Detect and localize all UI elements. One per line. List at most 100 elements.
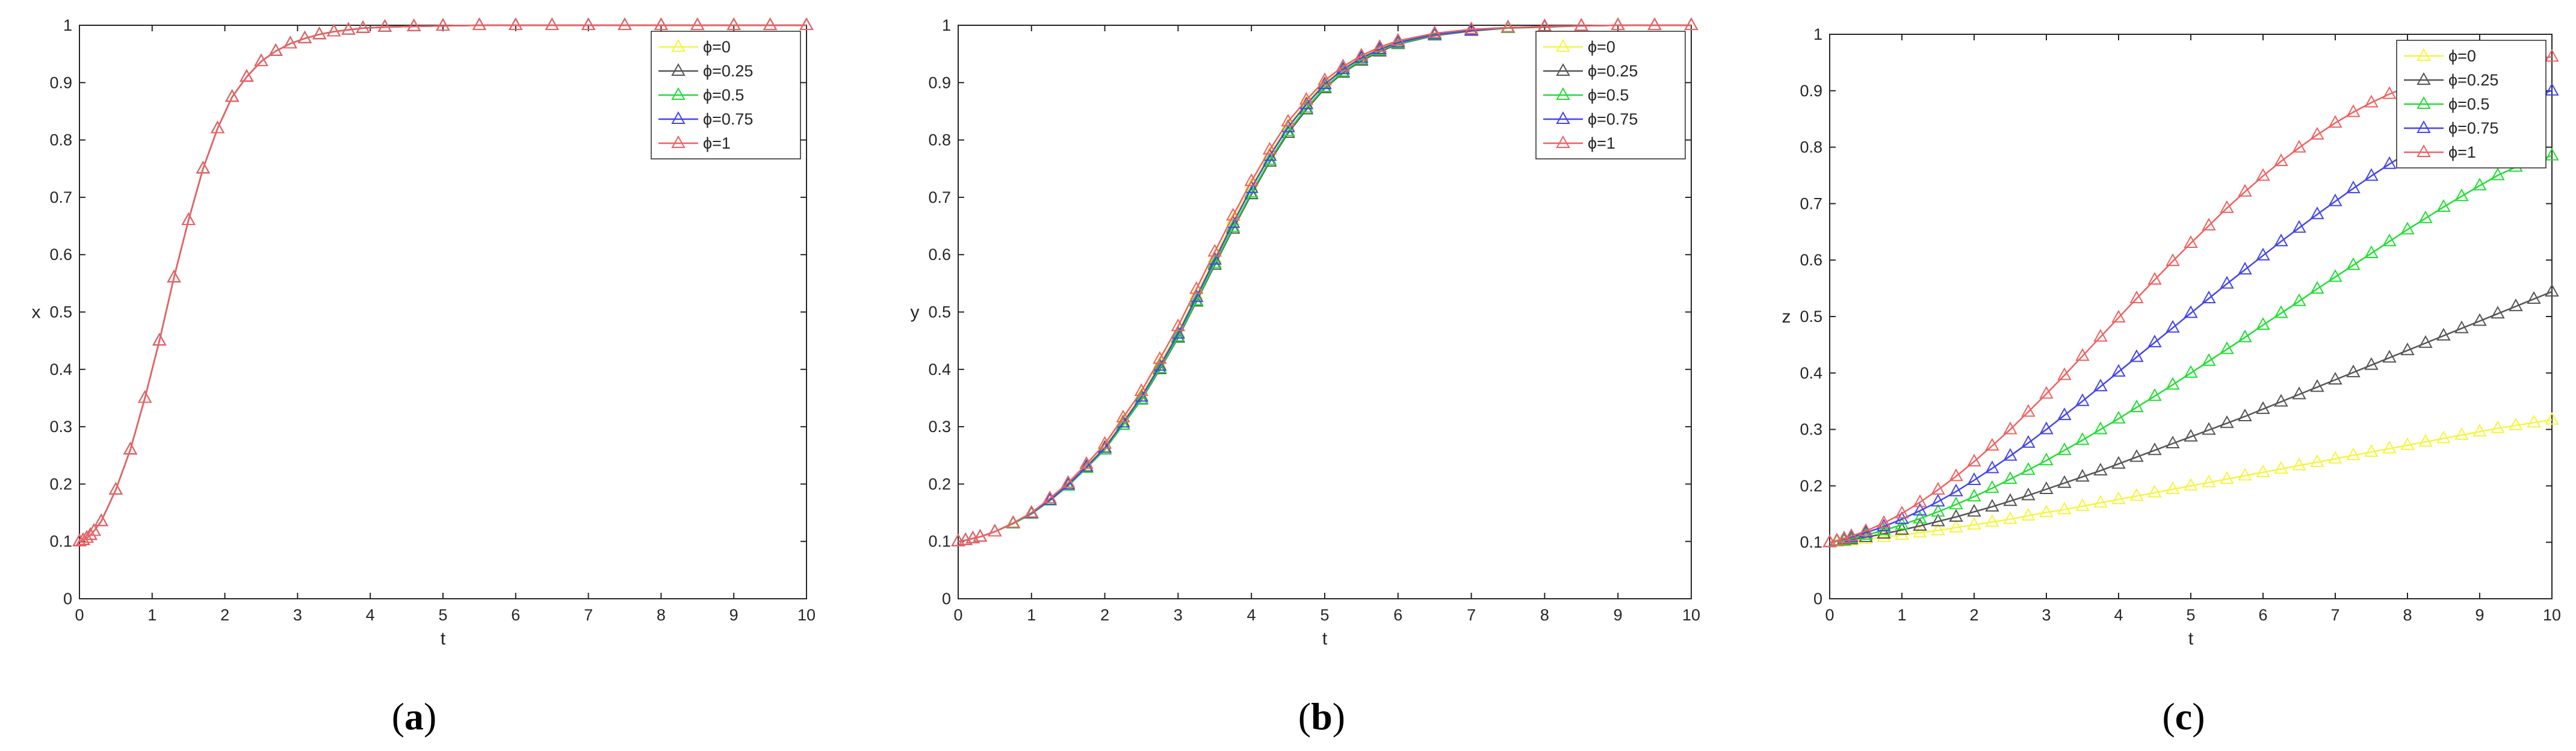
data-point-marker: [2436, 199, 2451, 212]
panel-caption: (b): [1298, 695, 1345, 738]
data-point-marker: [1262, 146, 1277, 159]
x-tick-label: 4: [1247, 606, 1256, 624]
legend-marker: [1556, 63, 1570, 76]
data-point-marker: [2184, 305, 2198, 318]
data-point-marker: [283, 36, 298, 49]
legend-entry: ϕ=0.25: [1543, 62, 1638, 80]
data-point-marker: [2202, 474, 2216, 487]
data-point-marker: [2364, 245, 2379, 258]
data-point-marker: [1354, 52, 1369, 65]
data-point-marker: [1574, 17, 1588, 31]
data-point-marker: [1967, 504, 1981, 517]
data-point-marker: [654, 17, 669, 30]
y-axis-label: y: [911, 303, 920, 323]
y-tick-label: 0: [942, 590, 951, 608]
data-point-marker: [2292, 457, 2306, 471]
data-point-marker: [2491, 420, 2505, 433]
data-point-marker: [2382, 233, 2397, 247]
x-tick-label: 7: [1467, 606, 1476, 624]
legend-entry: ϕ=0: [2404, 47, 2476, 65]
data-point-marker: [2346, 364, 2361, 377]
data-point-marker: [2310, 379, 2324, 392]
y-tick-label: 0.1: [49, 533, 72, 551]
data-point-marker: [1913, 525, 1927, 538]
x-tick-label: 5: [438, 606, 447, 624]
chart-panel-a: 0 1 2 3 4 5 6 7 8 9 10 0 0.1 0.2 0.3 0.4 0.5 0.6 0.7 0.8 0.9…: [32, 16, 816, 738]
data-point-marker: [2202, 290, 2216, 303]
data-point-marker: [2274, 305, 2288, 318]
data-point-marker: [690, 17, 705, 30]
data-point-marker: [2491, 306, 2505, 319]
x-axis-label: t: [1322, 629, 1328, 649]
data-point-marker: [2382, 350, 2397, 363]
data-point-marker: [472, 17, 487, 30]
y-tick-label: 0.8: [1800, 138, 1822, 156]
data-point-marker: [2075, 498, 2090, 511]
data-point-marker: [1949, 519, 1963, 533]
y-tick-label: 0.9: [1800, 82, 1822, 100]
data-point-marker: [2454, 427, 2469, 440]
data-point-marker: [2057, 442, 2072, 456]
y-tick-label: 0.8: [49, 131, 72, 149]
data-point-marker: [1189, 292, 1204, 306]
data-point-marker: [618, 17, 632, 30]
data-point-marker: [1647, 17, 1662, 30]
x-tick-label: 2: [1100, 606, 1109, 624]
y-tick-label: 1: [63, 16, 72, 34]
data-point-marker: [2147, 388, 2162, 401]
panel-caption-letter: c: [2175, 695, 2192, 738]
data-point-marker: [2292, 220, 2306, 233]
data-point-marker: [2274, 461, 2288, 474]
data-point-marker: [1354, 48, 1369, 61]
x-tick-label: 10: [1682, 606, 1700, 624]
data-point-marker: [2220, 341, 2234, 354]
data-point-marker: [2292, 293, 2306, 306]
data-point-marker: [1207, 244, 1222, 257]
data-point-marker: [1207, 255, 1222, 268]
panel-caption-close: ): [1333, 695, 1345, 738]
data-point-marker: [2545, 412, 2559, 425]
data-point-marker: [2292, 386, 2306, 400]
x-tick-label: 3: [293, 606, 302, 624]
y-tick-label: 0.2: [928, 475, 951, 493]
data-point-marker: [2256, 317, 2270, 330]
data-point-marker: [2003, 448, 2017, 461]
data-point-marker: [2310, 126, 2324, 140]
data-point-marker: [2166, 435, 2180, 449]
data-point-marker: [196, 161, 211, 174]
data-point-marker: [327, 23, 341, 37]
data-point-marker: [1500, 19, 1516, 32]
x-tick-label: 9: [1614, 606, 1623, 624]
data-point-marker: [2400, 342, 2415, 356]
panels: 0 1 2 3 4 5 6 7 8 9 1000.10.20.30.40.50.60.70.80.9…: [32, 16, 2562, 738]
data-point-marker: [2166, 320, 2180, 333]
data-point-marker: [2328, 451, 2342, 464]
data-point-marker: [2093, 421, 2108, 434]
data-point-marker: [1949, 468, 1963, 481]
x-tick-label: 6: [1393, 606, 1402, 624]
data-point-marker: [2057, 407, 2072, 421]
data-point-marker: [2147, 442, 2162, 456]
data-point-marker: [1985, 480, 1999, 493]
data-point-marker: [1985, 437, 1999, 451]
data-point-marker: [1061, 477, 1076, 490]
data-point-marker: [2057, 475, 2072, 488]
data-point-marker: [2382, 440, 2397, 454]
data-point-marker: [1299, 91, 1314, 105]
data-point-marker: [356, 20, 370, 33]
data-point-marker: [2545, 82, 2559, 96]
y-tick-label: 1: [1813, 25, 1822, 43]
data-point-marker: [2472, 313, 2487, 326]
data-point-marker: [2310, 206, 2324, 220]
panel-caption-open: (: [2162, 695, 2175, 738]
x-tick-label: 1: [147, 606, 156, 624]
legend-marker: [671, 87, 686, 100]
data-point-marker: [1042, 492, 1057, 505]
chart-panel-c: 0 1 2 3 4 5 6 7 8 9 10 0 0.1 0.2 0.3 0.4 0.5 0.6 0.7 0.8 0.9…: [1782, 25, 2562, 738]
data-point-marker: [2238, 184, 2252, 197]
y-tick-label: 0.4: [49, 360, 72, 379]
data-point-marker: [2418, 434, 2433, 447]
legend-marker: [2417, 120, 2431, 133]
data-point-marker: [2003, 421, 2017, 434]
legend-entry: ϕ=1: [1543, 134, 1615, 152]
